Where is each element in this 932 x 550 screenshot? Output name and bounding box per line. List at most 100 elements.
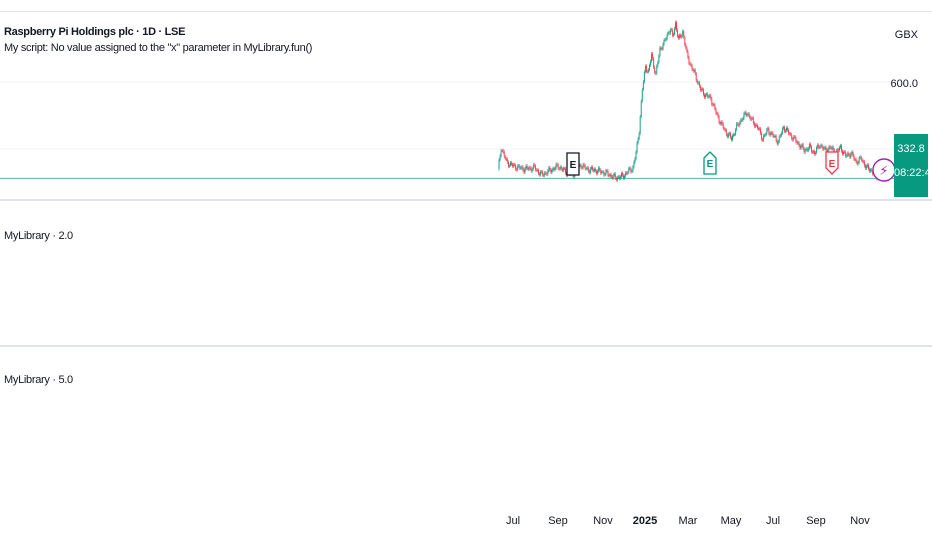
candle-body bbox=[679, 35, 681, 39]
candle-body bbox=[639, 116, 641, 134]
candle-body bbox=[862, 161, 864, 163]
candle-body bbox=[692, 69, 694, 71]
candle-body bbox=[725, 130, 727, 135]
pane-separator-1[interactable] bbox=[0, 199, 932, 201]
candle-body bbox=[709, 95, 711, 97]
candle-body bbox=[861, 159, 863, 162]
candle-body bbox=[531, 169, 533, 172]
candle-body bbox=[534, 165, 536, 170]
candle-body bbox=[766, 129, 768, 134]
candle-body bbox=[800, 146, 802, 149]
candle-body bbox=[645, 66, 647, 72]
candle-body bbox=[762, 139, 764, 141]
candle-body bbox=[864, 165, 866, 169]
earnings-marker-label: E bbox=[707, 159, 714, 170]
time-axis-tick: Sep bbox=[806, 515, 826, 527]
candle-body bbox=[583, 164, 585, 166]
candle-body bbox=[597, 171, 599, 174]
candle-body bbox=[670, 29, 672, 31]
candle-body bbox=[769, 133, 771, 136]
candle-body bbox=[831, 147, 833, 149]
candle-body bbox=[791, 134, 793, 139]
time-axis-tick: Sep bbox=[548, 515, 568, 527]
candle-body bbox=[780, 133, 782, 136]
candle-body bbox=[650, 61, 652, 66]
candle-body bbox=[815, 152, 817, 154]
candle-body bbox=[632, 166, 634, 172]
candle-body bbox=[621, 173, 622, 177]
candle-body bbox=[614, 173, 616, 179]
candle-body bbox=[768, 128, 770, 134]
candle-body bbox=[544, 172, 546, 176]
candle-body bbox=[634, 158, 636, 162]
lightning-marker-label: ⚡ bbox=[879, 164, 888, 179]
candle-body bbox=[618, 176, 620, 179]
earnings-marker-icon bbox=[703, 151, 717, 175]
candle-body bbox=[695, 73, 697, 81]
candle-body bbox=[661, 48, 663, 50]
indicator-label-mylibrary-5[interactable]: MyLibrary · 5.0 bbox=[4, 374, 73, 386]
candle-body bbox=[795, 137, 797, 142]
candle-body bbox=[737, 123, 739, 125]
candle-body bbox=[691, 65, 693, 70]
candle-body bbox=[600, 170, 602, 174]
pane-separator-2[interactable] bbox=[0, 345, 932, 347]
candle-body bbox=[694, 69, 696, 74]
candle-body bbox=[746, 114, 748, 116]
candle-body bbox=[867, 164, 868, 167]
candle-body bbox=[786, 127, 787, 131]
candle-body bbox=[656, 66, 658, 74]
candle-body bbox=[608, 175, 610, 177]
candle-body bbox=[697, 82, 699, 84]
candle-body bbox=[506, 159, 508, 163]
time-axis-tick: Jul bbox=[505, 515, 521, 527]
candle-body bbox=[761, 133, 763, 140]
candle-body bbox=[837, 149, 839, 151]
earnings-marker-label: E bbox=[829, 159, 836, 170]
candle-body bbox=[781, 128, 783, 134]
candle-body bbox=[760, 128, 762, 134]
indicator-label-mylibrary-2[interactable]: MyLibrary · 2.0 bbox=[4, 230, 73, 242]
script-error-message: My script: No value assigned to the "x" … bbox=[4, 42, 313, 54]
candle-body bbox=[827, 149, 829, 153]
candle-body bbox=[700, 88, 702, 91]
candle-body bbox=[599, 167, 601, 171]
candle-body bbox=[636, 142, 638, 152]
time-axis-tick: 2025 bbox=[632, 515, 658, 527]
candle-body bbox=[871, 169, 873, 171]
candle-body bbox=[752, 118, 754, 124]
candle-body bbox=[513, 164, 515, 167]
candle-body bbox=[680, 35, 682, 37]
candle-body bbox=[789, 133, 791, 135]
candle-body bbox=[858, 157, 860, 163]
candle-body bbox=[726, 134, 728, 137]
candle-body bbox=[552, 168, 554, 170]
candle-body bbox=[845, 152, 847, 157]
candle-body bbox=[508, 165, 510, 167]
candle-body bbox=[540, 171, 542, 175]
candle-body bbox=[855, 159, 857, 162]
candle-body bbox=[854, 159, 856, 161]
candle-body bbox=[582, 164, 584, 168]
candle-body bbox=[602, 171, 604, 173]
candle-body bbox=[813, 151, 814, 153]
candle-body bbox=[690, 64, 692, 66]
candle-body bbox=[677, 30, 678, 37]
candle-body bbox=[825, 147, 827, 150]
candle-body bbox=[654, 67, 656, 73]
candle-body bbox=[814, 151, 815, 154]
candle-body bbox=[595, 169, 597, 171]
candle-body bbox=[550, 170, 552, 173]
candle-body bbox=[530, 168, 532, 172]
candle-body bbox=[838, 147, 840, 151]
candle-body bbox=[757, 125, 758, 129]
candle-body bbox=[664, 39, 666, 41]
candle-body bbox=[851, 152, 853, 154]
candle-body bbox=[510, 162, 511, 166]
candle-body bbox=[551, 169, 553, 173]
currency-label[interactable]: GBX bbox=[894, 29, 918, 41]
candle-body bbox=[607, 170, 609, 176]
candle-body bbox=[749, 116, 751, 120]
time-axis-tick: Nov bbox=[850, 515, 870, 527]
